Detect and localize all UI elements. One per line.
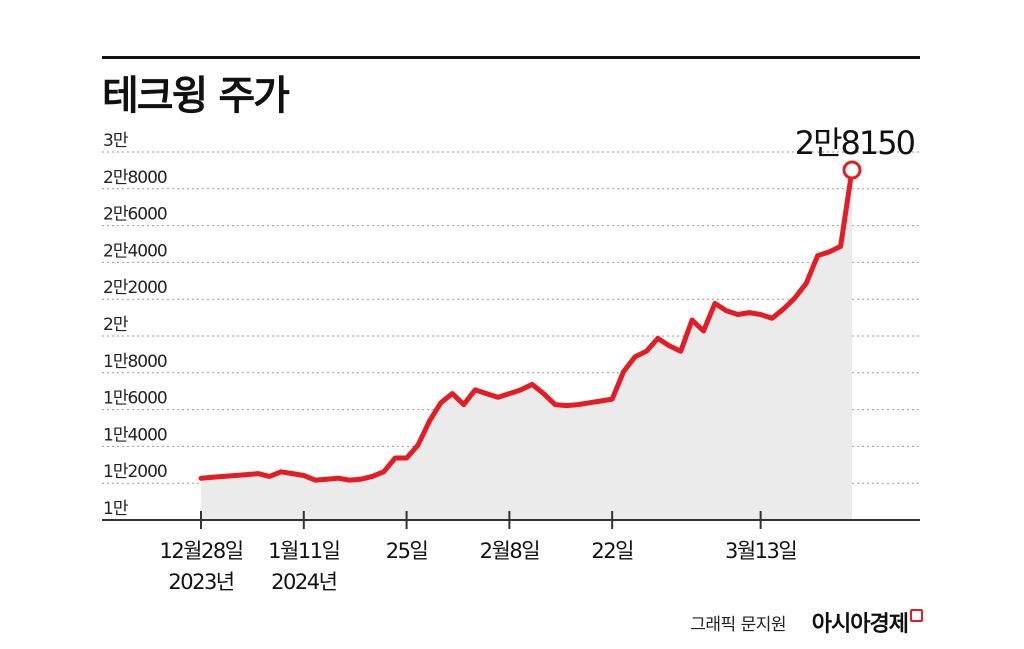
x-tick-label: 1월11일	[268, 539, 339, 563]
top-rule	[102, 56, 920, 59]
x-tick-label: 2023년	[168, 570, 233, 594]
area-fill-layer	[201, 170, 852, 521]
brand-mark-icon	[910, 609, 923, 622]
y-tick-label: 1만2000	[103, 462, 167, 482]
y-axis-labels: 1만 1만2000 1만4000 1만6000 1만8000 2만 2만2000 2만4000…	[103, 131, 168, 519]
graphic-credit-text: 그래픽 문지원	[690, 615, 786, 635]
price-line	[198, 167, 855, 483]
last-price-label: 2만8150	[795, 124, 915, 162]
y-tick-label: 1만8000	[103, 352, 167, 372]
y-tick-label: 1만6000	[103, 389, 167, 409]
y-tick-label: 2만6000	[103, 205, 167, 225]
x-tick-label: 12월28일	[159, 539, 242, 563]
end-point-layer: 2만8150	[795, 124, 917, 180]
y-tick-label: 2만2000	[103, 278, 167, 298]
x-tick-label: 25일	[386, 539, 428, 563]
last-price-marker	[842, 160, 862, 180]
y-tick-label: 1만	[103, 499, 129, 519]
brand-logo-text: 아시아경제	[811, 612, 909, 637]
x-tick-label: 2024년	[271, 570, 336, 594]
graphic-credit: 그래픽 문지원	[690, 610, 914, 635]
chart-title: 테크윙 주가	[102, 73, 290, 119]
y-tick-label: 2만8000	[103, 168, 167, 188]
y-tick-label: 1만4000	[103, 425, 167, 445]
x-tick-label: 2월8일	[480, 539, 540, 563]
x-tick-label: 3월13일	[725, 539, 796, 563]
y-tick-label: 2만	[103, 315, 129, 335]
y-tick-label: 2만4000	[103, 241, 167, 261]
price-line-layer	[198, 167, 855, 483]
x-axis: 12월28일 2023년 1월11일 2024년 25일 2월8일 22일 3월13일	[102, 511, 920, 594]
x-tick-label: 22일	[591, 539, 633, 563]
y-tick-label: 3만	[103, 131, 129, 151]
price-area-fill	[201, 170, 852, 521]
